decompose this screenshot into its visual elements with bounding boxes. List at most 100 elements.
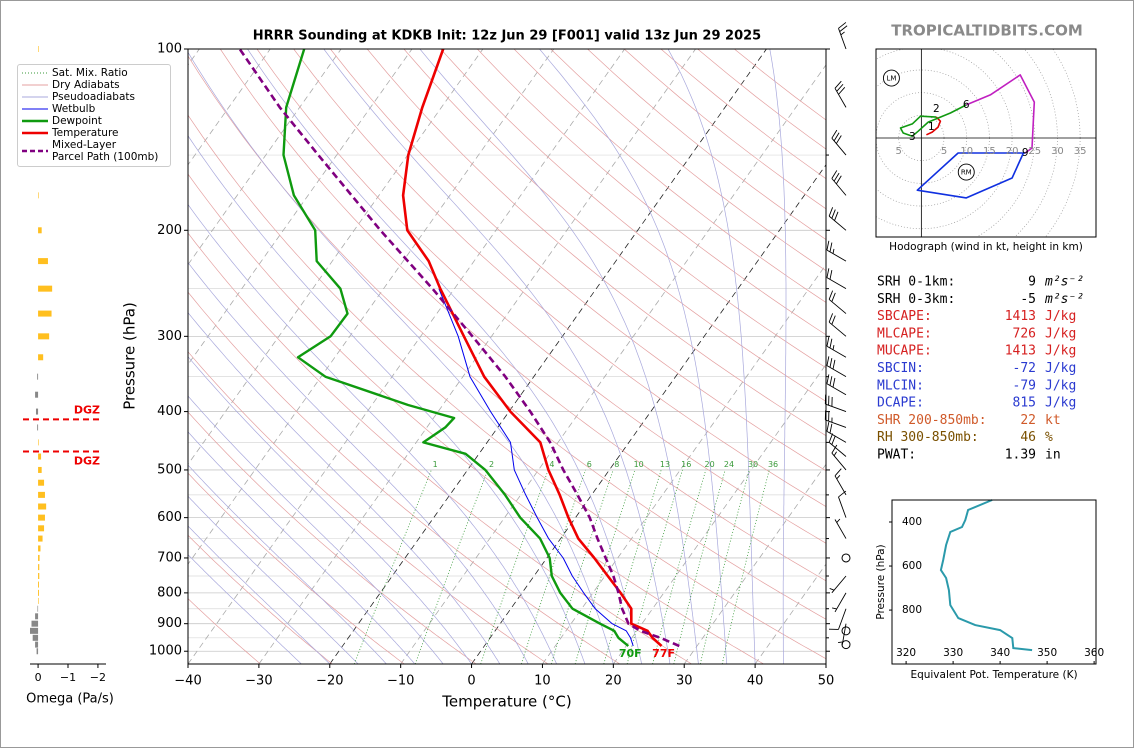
height-label: 1 [928,121,935,133]
profile-line [401,49,663,647]
legend-entry: Sat. Mix. Ratio [18,67,170,79]
stat-unit: kt [1045,413,1061,428]
dry-adiabat [513,49,826,303]
hodograph-trace [899,104,967,137]
stat-unit: m²s⁻² [1044,275,1084,290]
omega-bar [38,453,42,460]
hodograph-trace [965,74,1036,154]
dry-adiabat [256,49,826,544]
mixing-ratio-label: 36 [768,460,778,469]
height-label: 3 [909,131,916,143]
y-tick-label: 900 [157,616,182,631]
dry-adiabat [188,291,621,664]
isotherm [613,363,826,664]
wind-barb [824,394,847,413]
y-tick-label: 300 [157,329,182,344]
wind-barb [826,268,847,290]
omega-bar [38,572,40,579]
isotherm [400,64,826,664]
legend-label: Dewpoint [52,115,102,127]
mixing-ratio-line [603,469,662,664]
stat-unit: % [1045,430,1053,445]
mixing-ratio-line [574,469,636,664]
surface-label: 77F [652,647,675,660]
omega-bar [35,408,39,415]
omega-bar [38,258,48,265]
pseudoadiabat [323,49,671,664]
mixing-ratio-label: 30 [748,460,758,469]
height-label: 2 [933,103,940,115]
storm-motion-marker [882,69,900,87]
x-tick-label: 30 [676,674,693,689]
omega-bar [30,627,39,634]
wind-barb [828,313,847,337]
calm-wind [841,640,851,650]
stat-unit: J/kg [1045,378,1076,393]
pseudoadiabat [188,431,416,664]
omega-bar [38,466,42,473]
omega-bar [38,589,39,596]
y-axis-label: Pressure (hPa) [121,302,139,410]
isotherm [825,663,826,664]
legend-entry: Dewpoint [18,115,170,127]
skewt-plot: 1 2 4 6 8 10 13 16 20 24 30 36 [188,49,826,664]
wind-barb [828,433,847,457]
calm-wind [841,553,851,563]
x-tick-label: 20 [605,674,622,689]
thetae-x-tick-label: 340 [990,647,1010,659]
dry-adiabat [188,55,826,620]
stat-label: PWAT: [877,448,916,463]
legend-entry: Temperature [18,127,170,139]
pseudoadiabat [539,49,728,664]
thetae-x-label: Equivalent Pot. Temperature (K) [910,669,1077,681]
x-tick-label: 0 [467,674,475,689]
wind-barb [826,356,847,378]
wind-barb [826,336,847,358]
legend-entry: Dry Adiabats [18,79,170,91]
dry-adiabat [188,351,549,664]
omega-bar [35,613,39,620]
dry-adiabat [188,534,333,664]
mixing-ratio-line [721,469,770,664]
pseudoadiabat [188,525,331,664]
x-tick-label: 40 [747,674,764,689]
omega-bar [37,605,39,612]
omega-bar [37,424,39,431]
hodograph-tick-label: 35 [1074,146,1087,157]
mixing-ratio-label: 16 [681,460,691,469]
wind-barb [828,207,847,231]
omega-bar [38,46,39,52]
thetae-y-tick-label: 600 [902,560,922,572]
wind-barb [826,422,847,443]
pseudoadiabat [188,464,387,664]
thetae-x-tick-label: 360 [1084,647,1104,659]
hodograph-tick-label: 5 [941,146,947,157]
mixing-ratio-label: 2 [489,460,494,469]
dry-adiabat [366,49,826,437]
pseudoadiabat [188,312,501,664]
mixing-ratio-line [550,469,614,664]
surface-label: 70F [619,647,642,660]
stat-value: 1.39 [1005,448,1036,463]
mixing-ratio-label: 20 [704,460,714,469]
mixing-ratio-line [652,469,707,664]
pseudoadiabat [667,49,756,664]
plot-frame [187,48,827,665]
isotherm [542,263,826,664]
y-tick-label: 200 [157,223,182,238]
stat-value: -5 [1020,292,1036,307]
omega-bar [38,333,50,340]
stat-label: MLCIN: [877,378,924,393]
pseudoadiabat [188,395,444,664]
wind-barb [826,374,847,396]
y-tick-label: 1000 [149,644,182,659]
x-tick-label: −10 [387,674,414,689]
wind-barb [834,468,847,496]
omega-bar [38,479,45,486]
omega-bar [38,597,39,604]
stat-unit: J/kg [1045,326,1076,341]
legend-entry: Wetbulb [18,103,170,115]
legend-label: Temperature [52,127,119,139]
mixing-ratio-label: 13 [660,460,670,469]
mixing-ratio-label: 24 [724,460,734,469]
